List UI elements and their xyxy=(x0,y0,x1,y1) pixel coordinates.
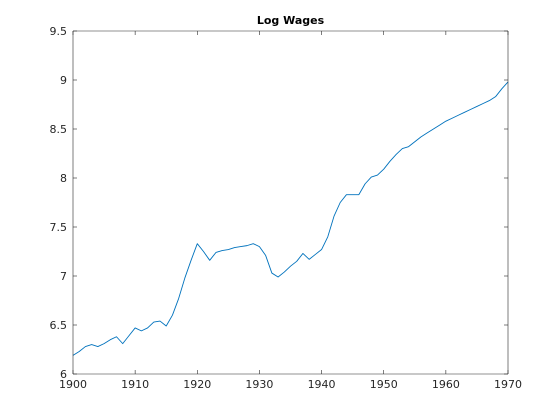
x-tick-label: 1920 xyxy=(183,378,211,391)
y-tick-label: 8 xyxy=(60,172,67,185)
ticks-layer: 1900 1910 1920 1930 1940 1950 1960 1970 6 6.5 7 7.5… xyxy=(50,25,523,391)
x-tick-label: 1960 xyxy=(432,378,460,391)
y-tick-label: 9 xyxy=(60,74,67,87)
y-tick-label: 7 xyxy=(60,270,67,283)
y-tick-label: 6.5 xyxy=(50,319,68,332)
x-tick-label: 1970 xyxy=(494,378,522,391)
x-tick-label: 1910 xyxy=(121,378,149,391)
x-tick-label: 1900 xyxy=(59,378,87,391)
y-tick-label: 9.5 xyxy=(50,25,68,38)
y-tick-label: 6 xyxy=(60,368,67,381)
series-line-0 xyxy=(72,81,509,356)
y-tick-label: 8.5 xyxy=(50,123,68,136)
x-tick-label: 1930 xyxy=(245,378,273,391)
x-tick-label: 1940 xyxy=(308,378,336,391)
y-tick-label: 7.5 xyxy=(50,221,68,234)
x-tick-label: 1950 xyxy=(370,378,398,391)
chart-title: Log Wages xyxy=(257,14,325,27)
axes-layer xyxy=(72,30,509,375)
plot-area xyxy=(73,31,508,374)
series-layer xyxy=(72,81,509,356)
